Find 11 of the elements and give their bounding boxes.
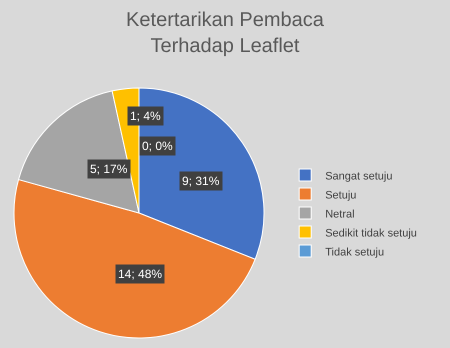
legend-label: Sedikit tidak setuju (325, 227, 417, 240)
data-label: 1; 4% (130, 109, 162, 123)
data-label: 14; 48% (118, 267, 162, 281)
legend-label: Setuju (325, 189, 356, 202)
data-label: 5; 17% (90, 162, 128, 176)
legend-label: Tidak setuju (325, 246, 384, 258)
data-label: 9; 31% (182, 174, 220, 188)
text: 0; 0% (142, 139, 173, 153)
legend-label: Netral (325, 208, 355, 220)
legend-label: Sangat setuju (325, 170, 392, 182)
chart-title: Ketertarikan Pembaca Terhadap Leaflet (126, 9, 325, 58)
